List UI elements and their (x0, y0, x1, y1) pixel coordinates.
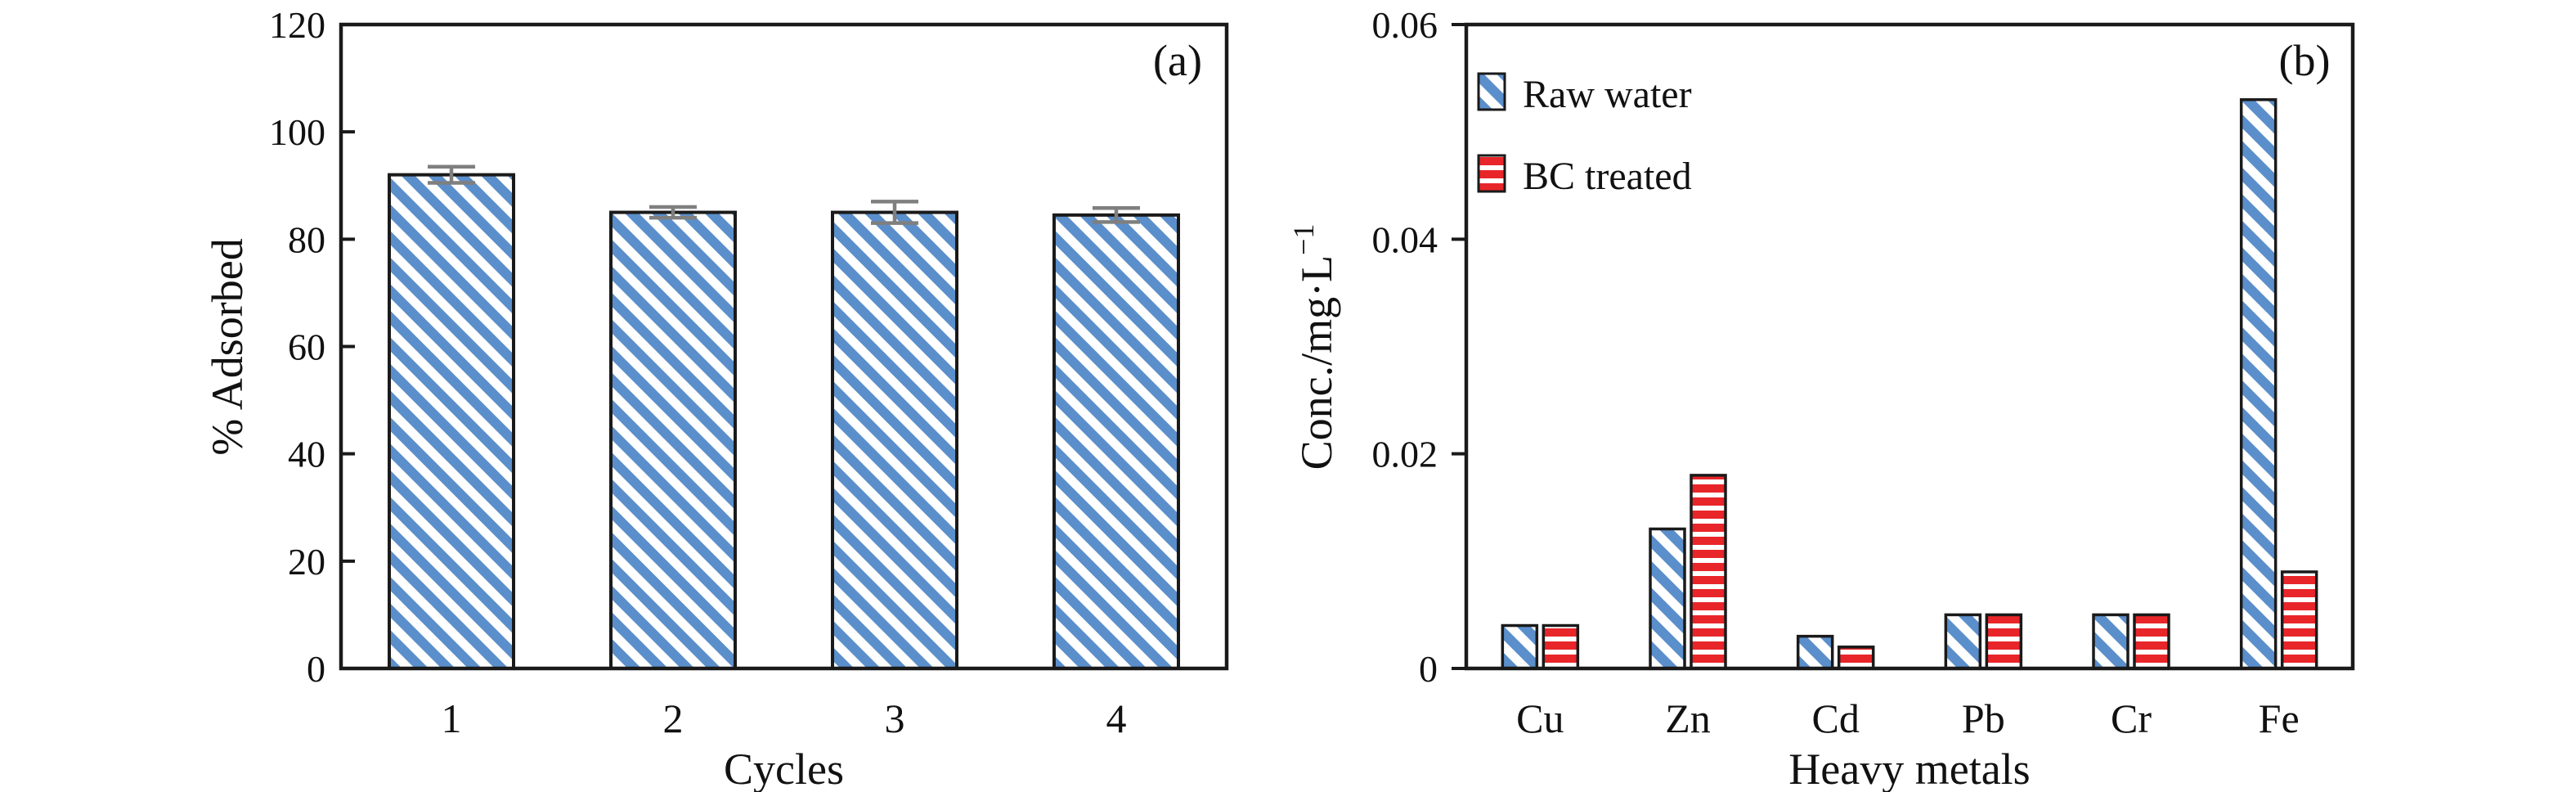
panel-a-ytick-label: 0 (307, 648, 325, 690)
panel-b-ytick-label: 0.04 (1372, 218, 1438, 260)
panel-b-xtick-label: Fe (2259, 695, 2300, 741)
panel-a-xtick-label: 2 (663, 695, 684, 741)
bar-b-raw-Cr (2092, 613, 2129, 670)
bar-b-raw-Fe (2239, 98, 2278, 670)
bar-b-raw-Cd (1796, 634, 1834, 670)
panel-b-yaxis-title-base: Conc./mg·L (1292, 255, 1341, 470)
panel-a-ytick-label: 40 (288, 434, 325, 475)
panel-b-xaxis-title: Heavy metals (1788, 745, 2030, 792)
bar-a-cycle-4 (1052, 213, 1180, 670)
bar-b-treated-Fe (2280, 570, 2318, 670)
panel-b-xtick-label: Cr (2111, 695, 2152, 741)
panel-a-yaxis-title: % Adsorbed (203, 238, 252, 455)
panel-a-xtick-label: 4 (1106, 695, 1127, 741)
panel-a-ytick-label: 80 (288, 218, 325, 260)
panel-b-xtick-label: Pb (1962, 695, 2005, 741)
panel-a-xtick-label: 1 (442, 695, 462, 741)
panel-a-label: (a) (1153, 36, 1202, 85)
panel-a-xaxis-title: Cycles (724, 745, 844, 792)
bar-b-treated-Cu (1542, 623, 1580, 670)
panel-b-label: (b) (2279, 36, 2331, 85)
panel-a-ytick-label: 20 (288, 541, 325, 583)
bar-b-raw-Zn (1649, 527, 1686, 670)
panel-a-ytick-label: 120 (269, 4, 325, 46)
panel-a-xtick-label: 3 (885, 695, 905, 741)
panel-b-frame (1464, 22, 2355, 671)
bar-a-cycle-2 (609, 210, 737, 670)
panel-b-yaxis-title: Conc./mg·L−1 (1287, 224, 1341, 470)
bar-b-treated-Cd (1837, 646, 1875, 670)
legend-label-raw-water: Raw water (1523, 73, 1692, 116)
bar-b-raw-Pb (1944, 613, 1982, 670)
legend-swatch-raw-water (1477, 72, 1506, 111)
panel-a: 0 20 40 60 80 100 120 1 2 3 4 Cycles % Adsorbed (a) (203, 4, 1229, 792)
bar-b-treated-Pb (1985, 613, 2023, 670)
panel-a-ytick-label: 100 (269, 111, 325, 153)
panel-b-xtick-label: Zn (1665, 695, 1711, 741)
bar-b-raw-Cu (1501, 623, 1539, 670)
legend: Raw water BC treated (1477, 72, 1692, 198)
panel-b-ytick-label: 0.06 (1372, 4, 1438, 46)
bar-b-treated-Cr (2133, 613, 2170, 670)
panel-a-frame (339, 22, 1229, 671)
panel-b-ytick-label: 0 (1419, 648, 1438, 690)
bar-b-treated-Zn (1690, 474, 1727, 670)
legend-swatch-bc-treated (1477, 154, 1506, 193)
panel-b-xtick-label: Cu (1516, 695, 1564, 741)
panel-b-yaxis-title-superscript: −1 (1287, 224, 1320, 255)
bar-a-cycle-1 (388, 173, 515, 670)
panel-a-ytick-label: 60 (288, 326, 325, 368)
panel-b-xtick-label: Cd (1811, 695, 1859, 741)
legend-label-bc-treated: BC treated (1523, 155, 1692, 198)
panel-b: 0 0.02 0.04 0.06 Cu Zn Cd Pb Cr Fe Raw water BC tre… (1287, 4, 2355, 792)
panel-b-ytick-label: 0.02 (1372, 434, 1438, 475)
bar-a-cycle-3 (831, 210, 958, 670)
